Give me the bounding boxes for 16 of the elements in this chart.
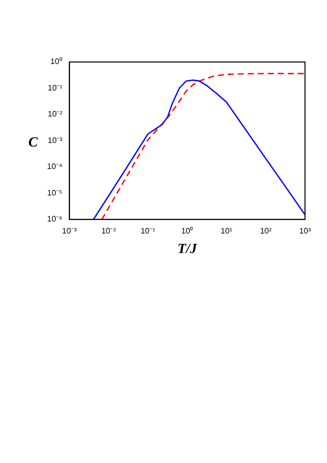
y-tick-label: 10⁻⁴ <box>46 162 63 172</box>
y-tick-label: 10⁻⁵ <box>47 188 62 198</box>
x-tick-label: 10¹ <box>220 226 233 236</box>
y-tick-label: 10⁰ <box>50 57 62 66</box>
y-axis-title: C <box>28 135 38 150</box>
x-tick-label: 10⁻³ <box>62 226 77 236</box>
x-tick-label: 10⁻¹ <box>140 226 156 236</box>
x-tick-label: 10⁰ <box>181 226 194 236</box>
y-tick-label: 10⁻⁶ <box>47 214 62 224</box>
x-tick-label: 10³ <box>299 226 312 236</box>
x-tick-label: 10² <box>260 226 272 236</box>
x-axis-title: T/J <box>177 242 198 258</box>
x-tick-label: 10⁻² <box>101 226 116 236</box>
y-tick-label: 10⁻¹ <box>48 83 63 92</box>
y-tick-label: 10⁻³ <box>48 136 63 145</box>
y-tick-label: 10⁻² <box>48 110 63 119</box>
